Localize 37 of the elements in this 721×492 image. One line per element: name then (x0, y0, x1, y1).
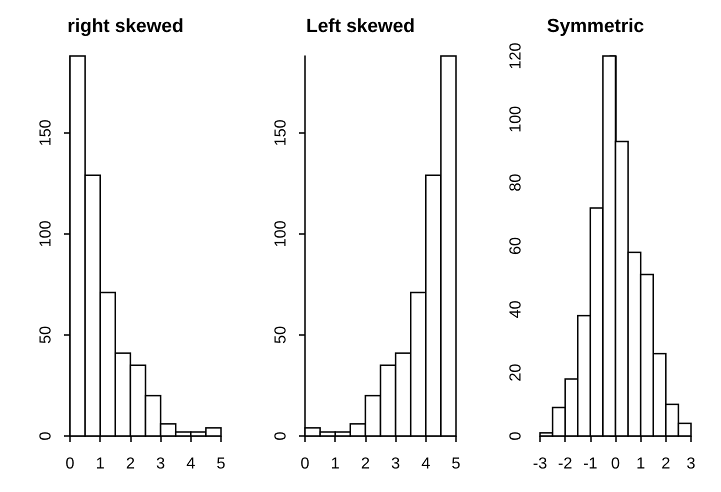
y-tick-label: 100 (272, 220, 290, 248)
y-tick-label: 20 (508, 364, 524, 382)
y-tick-label: 50 (272, 326, 290, 344)
x-tick-label: 0 (66, 456, 75, 472)
x-tick-label: 5 (216, 456, 226, 472)
x-tick-label: 1 (636, 456, 646, 472)
chart-title: Symmetric (546, 16, 645, 37)
x-tick-label: 2 (360, 456, 370, 472)
y-tick-label: 60 (508, 237, 524, 255)
x-tick-label: 3 (156, 456, 166, 472)
x-tick-label: 3 (686, 456, 696, 472)
x-tick-label: 4 (186, 456, 196, 472)
y-tick-label: 150 (272, 119, 290, 146)
x-tick-label: 0 (611, 456, 620, 472)
x-tick-label: 2 (661, 456, 670, 472)
chart-title: Left skewed (306, 16, 415, 37)
y-tick-label: 0 (38, 431, 54, 440)
x-tick-label: -3 (532, 456, 548, 472)
y-tick-label: 100 (508, 106, 524, 133)
x-tick-label: 1 (96, 456, 105, 472)
y-tick-label: 50 (38, 326, 54, 344)
x-tick-label: 0 (300, 456, 310, 472)
x-tick-label: 2 (126, 456, 135, 472)
y-tick-label: 0 (272, 431, 290, 440)
x-tick-label: 4 (421, 456, 430, 472)
y-tick-label: 40 (508, 300, 524, 318)
y-tick-label: 120 (508, 42, 524, 70)
chart-title: right skewed (67, 16, 184, 37)
y-tick-label: 0 (508, 431, 524, 440)
x-tick-label: 5 (452, 456, 461, 472)
y-tick-label: 100 (38, 220, 54, 248)
x-tick-label: -1 (583, 456, 598, 472)
y-tick-label: 150 (38, 119, 54, 146)
x-tick-label: 3 (391, 456, 400, 472)
x-tick-label: 1 (330, 456, 340, 472)
y-tick-label: 80 (508, 174, 524, 192)
x-tick-label: -2 (558, 456, 572, 472)
